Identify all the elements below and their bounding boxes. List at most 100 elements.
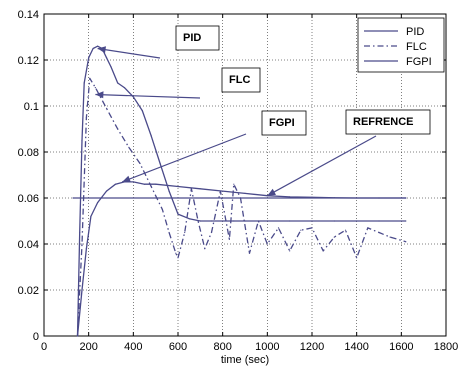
data-point-flc [117, 128, 119, 130]
series-group [72, 45, 407, 337]
data-point-flc [168, 231, 170, 234]
series-line-flc [76, 77, 406, 337]
data-point-pid [311, 220, 313, 222]
x-tick-label: 1400 [344, 341, 368, 353]
data-point-flc [300, 229, 302, 231]
annotation-arrow [97, 47, 161, 59]
y-tick-label: 0.1 [24, 101, 39, 113]
y-tick-label: 0.08 [18, 147, 39, 159]
annotation-arrow [121, 133, 247, 183]
data-point-refrence [405, 197, 407, 199]
annotation-arrowhead [267, 188, 276, 196]
data-point-flc [344, 229, 347, 231]
data-point-fgpi [199, 188, 201, 190]
data-point-pid [79, 231, 81, 234]
data-point-pid [123, 87, 125, 89]
data-point-flc [367, 227, 369, 229]
data-point-flc [175, 252, 177, 254]
annotation-arrowhead [95, 91, 104, 99]
data-point-flc [128, 146, 130, 148]
data-point-flc [139, 162, 141, 165]
data-point-pid [333, 220, 335, 222]
data-point-flc [389, 236, 391, 238]
legend-label: PID [406, 26, 424, 38]
data-point-pid [405, 220, 407, 222]
data-point-fgpi [81, 289, 83, 291]
data-point-refrence [72, 197, 74, 199]
data-point-pid [168, 190, 170, 192]
data-point-flc [105, 107, 108, 109]
data-point-fgpi [155, 183, 157, 185]
axes: 0 200 400 600 800 1000 1200 1400 1600 1800 0 0.02 0.… [18, 9, 459, 353]
y-tick-label: 0.14 [18, 9, 39, 21]
annotation-label: PID [183, 32, 201, 44]
data-point-flc [266, 243, 268, 245]
data-point-flc [85, 116, 88, 119]
annotation-arrow [95, 93, 201, 99]
annotation-box [221, 67, 261, 93]
annotation-box [345, 109, 431, 135]
y-tick-label: 0.06 [18, 193, 39, 205]
data-point-pid [81, 139, 83, 142]
data-point-fgpi [132, 181, 134, 183]
data-point-pid [159, 162, 161, 165]
x-tick-label: 400 [124, 341, 142, 353]
legend-box [357, 17, 445, 73]
data-point-flc [210, 231, 213, 234]
plot-frame [43, 13, 447, 337]
annotation-label: REFRENCE [353, 116, 414, 128]
data-point-pid [88, 57, 90, 59]
x-tick-label: 600 [169, 341, 187, 353]
data-point-flc [161, 208, 163, 211]
data-point-flc [277, 227, 280, 229]
annotation-arrow [267, 135, 377, 197]
data-point-pid [210, 220, 213, 222]
data-point-pid [188, 218, 190, 220]
annotation-arrowhead [122, 175, 131, 183]
x-tick-label: 1800 [434, 341, 458, 353]
data-point-pid [83, 82, 85, 84]
data-point-fgpi [177, 185, 179, 188]
data-point-flc [204, 248, 206, 250]
data-point-flc [184, 231, 186, 234]
annotation-label: FGPI [269, 117, 295, 129]
data-point-fgpi [105, 190, 108, 192]
x-tick-label: 1600 [389, 341, 413, 353]
data-point-flc [233, 183, 235, 185]
x-tick-label: 0 [41, 341, 47, 353]
data-point-pid [177, 213, 179, 215]
data-point-pid [222, 220, 224, 222]
data-point-fgpi [289, 196, 291, 198]
data-point-pid [132, 96, 134, 98]
data-point-pid [105, 57, 108, 59]
data-point-fgpi [143, 183, 146, 185]
data-point-pid [97, 45, 99, 47]
data-point-flc [81, 243, 83, 245]
data-point-fgpi [97, 202, 99, 204]
data-point-flc [322, 250, 324, 252]
legend-label: FGPI [406, 56, 432, 68]
data-point-pid [141, 110, 143, 112]
data-point-flc [228, 238, 230, 240]
data-point-flc [257, 220, 259, 222]
data-point-flc [94, 87, 96, 89]
data-point-pid [199, 220, 201, 222]
annotation-label: FLC [229, 74, 250, 86]
data-point-fgpi [85, 248, 88, 250]
data-point-flc [89, 77, 91, 79]
legend-label: FLC [406, 41, 427, 53]
data-point-flc [405, 241, 407, 243]
y-tick-label: 0.02 [18, 285, 39, 297]
y-tick-label: 0 [33, 331, 39, 343]
data-point-flc [177, 257, 179, 259]
x-axis-title: time (sec) [221, 354, 269, 366]
annotation-box [261, 110, 307, 136]
data-point-flc [248, 252, 251, 254]
data-point-pid [266, 220, 268, 222]
y-tick-label: 0.12 [18, 55, 39, 67]
legend: PID FLC FGPI [357, 17, 445, 73]
data-point-pid [378, 220, 380, 222]
data-point-flc [333, 236, 335, 238]
data-point-pid [150, 135, 152, 137]
